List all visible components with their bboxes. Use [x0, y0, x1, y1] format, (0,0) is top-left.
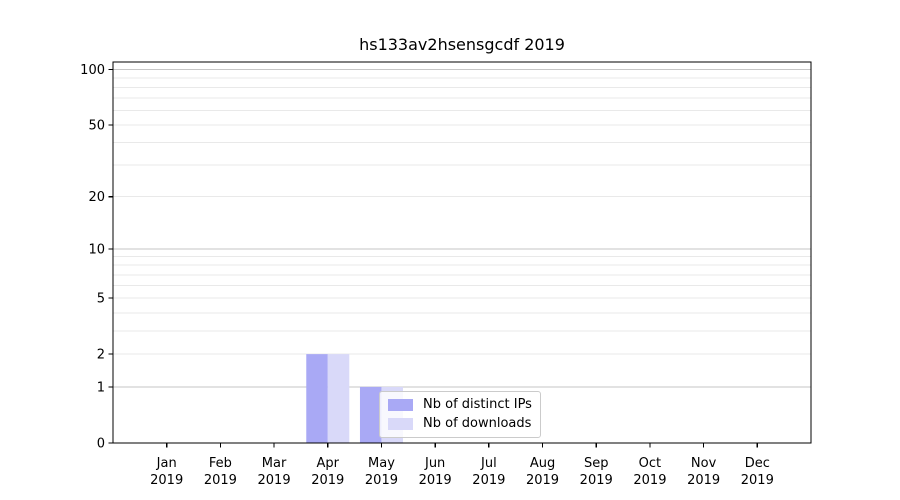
x-tick-label-year: 2019	[526, 473, 559, 488]
x-tick-label-month: Jul	[480, 456, 497, 471]
x-tick-label-month: Aug	[530, 456, 555, 471]
x-tick-label-month: Jan	[156, 456, 177, 471]
legend-row-downloads: Nb of downloads	[388, 417, 532, 431]
x-tick-label-month: Sep	[584, 456, 609, 471]
legend-label-distinct-ips: Nb of distinct IPs	[423, 397, 532, 412]
x-tick-label-year: 2019	[741, 473, 774, 488]
x-tick-label-year: 2019	[687, 473, 720, 488]
x-tick-label-year: 2019	[258, 473, 291, 488]
axes-spines	[112, 61, 812, 444]
y-tick-label: 10	[88, 243, 105, 258]
y-tick-label: 100	[80, 63, 105, 78]
x-tick-label-month: Apr	[317, 456, 340, 471]
x-tick-label-month: Feb	[209, 456, 232, 471]
y-tick-label: 5	[97, 292, 105, 307]
y-tick-label: 20	[88, 190, 105, 205]
y-tick-label: 2	[97, 348, 105, 363]
x-tick-label-year: 2019	[633, 473, 666, 488]
distinct-ips-swatch-icon	[388, 399, 413, 411]
x-tick-label-year: 2019	[419, 473, 452, 488]
bar-apr-downloads	[327, 354, 350, 443]
bar-apr-distinct-ips	[306, 354, 328, 443]
legend: Nb of distinct IPs Nb of downloads	[379, 391, 541, 438]
x-tick-label-month: May	[368, 456, 395, 471]
y-tick-label: 1	[97, 380, 105, 395]
downloads-swatch-icon	[388, 418, 413, 430]
y-tick-label: 0	[97, 437, 105, 452]
x-tick-label-month: Oct	[639, 456, 661, 471]
x-tick-label-month: Dec	[745, 456, 770, 471]
x-tick-label-year: 2019	[311, 473, 344, 488]
bar-may-distinct-ips	[359, 386, 382, 443]
legend-label-downloads: Nb of downloads	[423, 416, 532, 431]
x-tick-label-month: Nov	[691, 456, 717, 471]
legend-row-distinct-ips: Nb of distinct IPs	[388, 398, 532, 412]
x-tick-label-month: Jun	[424, 456, 445, 471]
x-tick-label-year: 2019	[150, 473, 183, 488]
chart-title: hs133av2hsensgcdf 2019	[359, 35, 565, 54]
x-tick-label-year: 2019	[365, 473, 398, 488]
x-tick-label-month: Mar	[262, 456, 287, 471]
y-tick-label: 50	[88, 118, 105, 133]
x-tick-label-year: 2019	[580, 473, 613, 488]
x-tick-label-year: 2019	[472, 473, 505, 488]
x-tick-label-year: 2019	[204, 473, 237, 488]
